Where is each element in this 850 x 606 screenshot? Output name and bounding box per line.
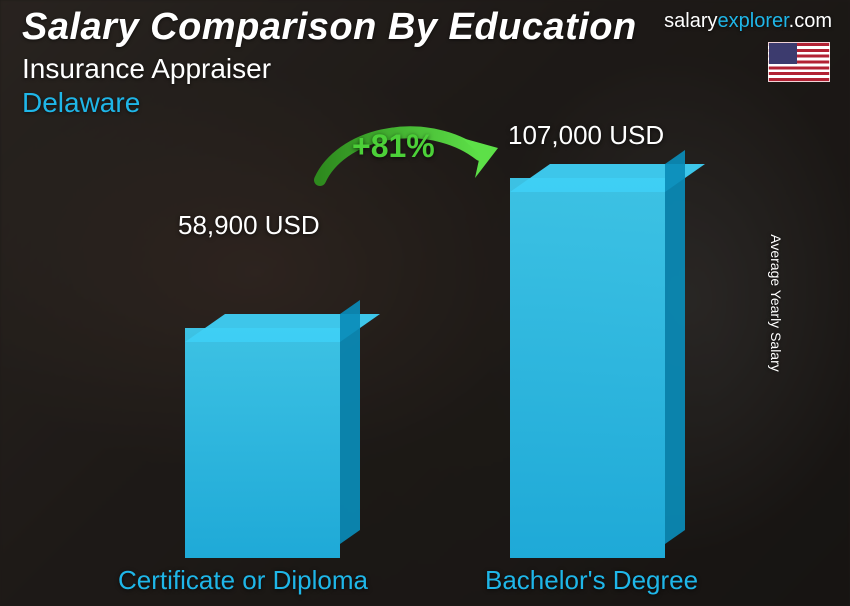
site-watermark: salaryexplorer.com (664, 10, 832, 33)
site-prefix: salary (664, 10, 717, 32)
job-title: Insurance Appraiser (22, 53, 830, 85)
site-suffix: .com (789, 10, 832, 32)
bar-front (510, 178, 665, 558)
y-axis-label: Average Yearly Salary (767, 234, 783, 372)
bar-0 (185, 328, 340, 558)
bar-side (340, 300, 360, 544)
bar-value-label: 107,000 USD (508, 120, 664, 151)
site-mid: explorer (718, 10, 789, 32)
usa-flag-icon (768, 42, 830, 82)
bar-1 (510, 178, 665, 558)
bar-front (185, 328, 340, 558)
increase-percent: +81% (352, 128, 435, 165)
bar-side (665, 150, 685, 544)
infographic-content: Salary Comparison By Education Insurance… (0, 0, 850, 606)
bar-category-label: Bachelor's Degree (485, 565, 698, 596)
bar-value-label: 58,900 USD (178, 210, 320, 241)
bar-category-label: Certificate or Diploma (118, 565, 368, 596)
